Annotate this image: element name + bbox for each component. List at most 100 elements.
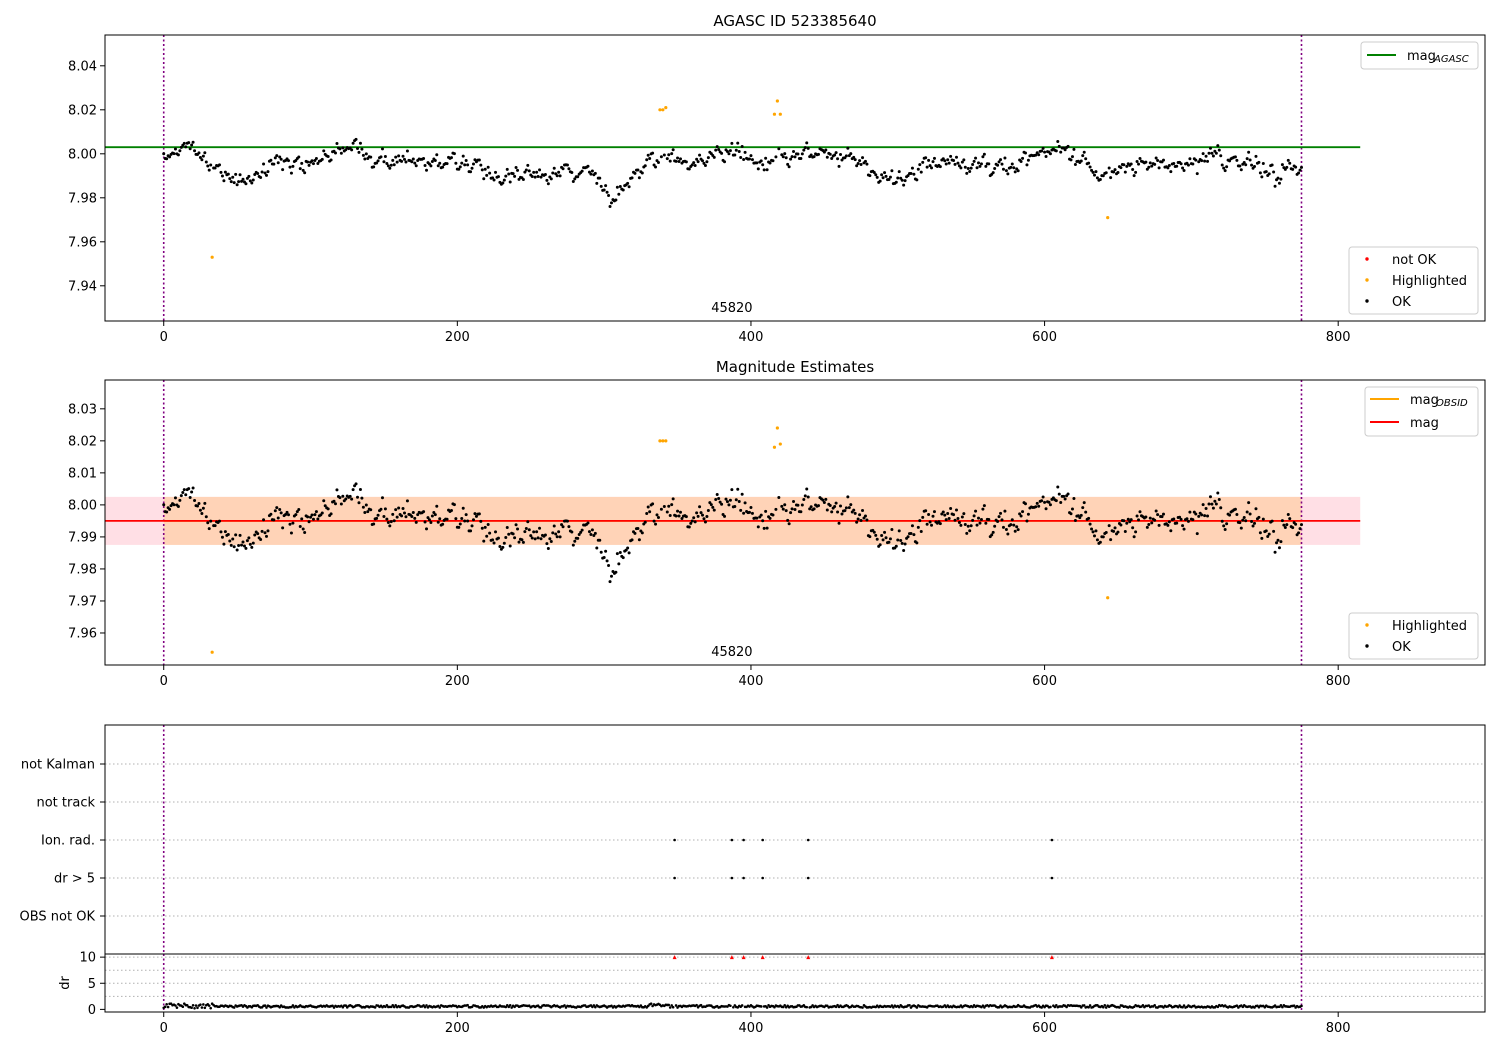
ok-point — [207, 527, 211, 531]
ok-point — [262, 162, 266, 166]
ok-point — [457, 525, 461, 529]
dr-point — [1300, 1004, 1303, 1008]
ok-point — [272, 162, 276, 166]
dr-point — [1182, 1004, 1186, 1007]
ok-point — [878, 543, 882, 547]
ok-point — [883, 530, 887, 534]
ok-point — [1087, 516, 1091, 520]
ok-point — [557, 170, 561, 174]
ok-point — [494, 170, 498, 174]
ok-point — [530, 175, 534, 179]
dr-point — [915, 1006, 919, 1009]
ok-point — [927, 512, 931, 516]
ok-point — [727, 152, 731, 156]
ok-point — [567, 167, 571, 171]
ok-point — [1194, 512, 1198, 516]
ok-point — [527, 528, 531, 532]
chart-title: Magnitude Estimates — [716, 358, 874, 376]
ok-point — [380, 496, 384, 500]
highlighted-point — [210, 255, 214, 259]
ok-point — [529, 534, 533, 538]
ok-point — [179, 145, 183, 149]
ok-point — [996, 519, 1000, 523]
ok-point — [966, 524, 970, 528]
ok-point — [837, 164, 841, 168]
ok-point — [266, 529, 270, 533]
ok-point — [1194, 158, 1198, 162]
ok-point — [1213, 499, 1217, 503]
ok-point — [402, 157, 406, 161]
ok-point — [351, 141, 355, 145]
ok-point — [526, 163, 530, 167]
ok-point — [454, 517, 458, 521]
ok-point — [999, 511, 1003, 515]
obsid-annotation: 45820 — [711, 645, 752, 660]
ok-point — [608, 580, 612, 584]
ok-point — [435, 153, 439, 157]
ok-point — [1298, 527, 1302, 531]
ok-point — [1185, 517, 1189, 521]
ok-point — [997, 515, 1001, 519]
dr-point — [1235, 1004, 1239, 1007]
ok-point — [449, 156, 453, 160]
ok-point — [825, 155, 829, 159]
ok-point — [460, 161, 464, 165]
ok-point — [974, 509, 978, 513]
ok-point — [840, 158, 844, 162]
ok-point — [294, 513, 298, 517]
dr-point — [667, 1003, 671, 1007]
ok-point — [932, 510, 936, 514]
ok-point — [549, 177, 553, 181]
ok-point — [291, 164, 295, 168]
ok-point — [972, 514, 976, 518]
ok-point — [404, 160, 408, 164]
ok-point — [576, 175, 580, 179]
ok-point — [630, 176, 634, 180]
y-tick-label: 7.99 — [68, 530, 97, 545]
ok-point — [297, 155, 301, 159]
ok-point — [291, 521, 295, 525]
ok-point — [226, 172, 230, 176]
ok-point — [692, 516, 696, 520]
ok-point — [565, 519, 569, 523]
ok-point — [698, 505, 702, 509]
ok-point — [1000, 162, 1004, 166]
ok-point — [561, 167, 565, 171]
ok-point — [916, 167, 920, 171]
ok-point — [1264, 529, 1268, 533]
ok-point — [295, 510, 299, 514]
ok-point — [260, 529, 264, 533]
ok-point — [665, 157, 669, 161]
ok-point — [651, 502, 655, 506]
ok-point — [789, 157, 793, 161]
ok-point — [298, 524, 302, 528]
ok-point — [298, 167, 302, 171]
ok-point — [1247, 150, 1251, 154]
ok-point — [1126, 517, 1130, 521]
ok-point — [959, 523, 963, 527]
dr-point — [897, 1005, 901, 1009]
ok-point — [517, 540, 521, 544]
ok-point — [953, 162, 957, 166]
ok-point — [1123, 530, 1127, 534]
ok-point — [734, 498, 738, 502]
ok-point — [670, 503, 674, 507]
ok-point — [887, 177, 891, 181]
ok-point — [219, 170, 223, 174]
ok-point — [533, 537, 537, 541]
ok-point — [463, 163, 467, 167]
ok-point — [397, 506, 401, 510]
ok-point — [924, 509, 928, 513]
ok-point — [607, 564, 611, 568]
ok-point — [1248, 512, 1252, 516]
ok-point — [662, 505, 666, 509]
ok-point — [865, 518, 869, 522]
flag-point — [761, 838, 765, 842]
dr-point — [278, 1005, 282, 1009]
ok-point — [536, 174, 540, 178]
highlighted-point — [658, 108, 662, 112]
y-tick-label: 8.02 — [68, 103, 97, 118]
ok-point — [1048, 503, 1052, 507]
ok-point — [839, 153, 843, 157]
ok-point — [645, 158, 649, 162]
